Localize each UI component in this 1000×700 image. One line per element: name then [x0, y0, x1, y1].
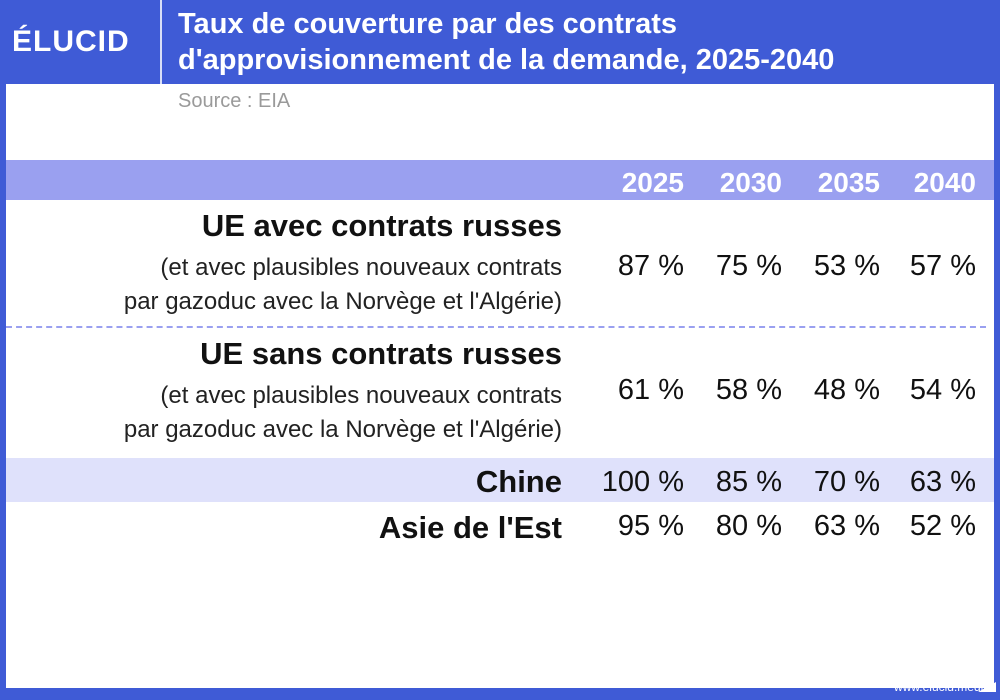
cell-value: 95 % [617, 510, 684, 542]
cell-value: 48 % [813, 374, 880, 406]
cell-value: 52 % [909, 510, 976, 542]
table-panel: Source : EIA 2025 2030 2035 2040 UE avec… [6, 84, 994, 688]
row-label-eu-with-russia: UE avec contrats russes [201, 208, 562, 243]
cell-value: 80 % [715, 510, 782, 542]
row-sublabel-2: par gazoduc avec la Norvège et l'Algérie… [123, 416, 562, 443]
cell-value: 87 % [617, 250, 684, 282]
cell-value: 85 % [715, 466, 782, 498]
table-row-china: Chine 100 % 85 % 70 % 63 % [6, 464, 994, 504]
table-row-east-asia: Asie de l'Est 95 % 80 % 63 % 52 % [6, 510, 994, 550]
year-header-2025: 2025 [621, 167, 684, 198]
cell-value: 57 % [909, 250, 976, 282]
row-sublabel-1: (et avec plausibles nouveaux contrats [160, 382, 562, 409]
header: ÉLUCID Taux de couverture par des contra… [0, 0, 1000, 84]
row-separator [6, 326, 986, 328]
cell-value: 61 % [617, 374, 684, 406]
year-header-2030: 2030 [719, 167, 782, 198]
title-line-2: d'approvisionnement de la demande, 2025-… [178, 44, 835, 76]
cell-value: 58 % [715, 374, 782, 406]
row-label-china: Chine [475, 464, 562, 499]
row-label-east-asia: Asie de l'Est [378, 510, 562, 545]
row-label-eu-without-russia: UE sans contrats russes [200, 336, 562, 371]
cell-value: 75 % [715, 250, 782, 282]
logo-text: ÉLUCID [12, 25, 130, 58]
title-line-1: Taux de couverture par des contrats [178, 8, 678, 40]
highlight-band [6, 458, 994, 502]
elucid-logo: ÉLUCID [12, 22, 152, 62]
year-header-2040: 2040 [913, 167, 976, 198]
row-sublabel-2: par gazoduc avec la Norvège et l'Algérie… [123, 288, 562, 315]
row-sublabel-1: (et avec plausibles nouveaux contrats [160, 254, 562, 281]
cell-value: 54 % [909, 374, 976, 406]
brand-triangle-icon [978, 682, 996, 692]
year-header-2035: 2035 [817, 167, 880, 198]
footer-url[interactable]: www.elucid.media [893, 680, 990, 694]
source-note: Source : EIA [178, 90, 291, 112]
cell-value: 70 % [813, 466, 880, 498]
header-divider [160, 0, 162, 84]
cell-value: 63 % [813, 510, 880, 542]
cell-value: 53 % [813, 250, 880, 282]
chart-title: Taux de couverture par des contrats d'ap… [178, 6, 988, 78]
year-header-row: 2025 2030 2035 2040 [6, 160, 994, 200]
table-row-eu-with-russia: UE avec contrats russes (et avec plausib… [6, 208, 994, 326]
cell-value: 100 % [601, 466, 684, 498]
table-row-eu-without-russia: UE sans contrats russes (et avec plausib… [6, 336, 994, 454]
cell-value: 63 % [909, 466, 976, 498]
